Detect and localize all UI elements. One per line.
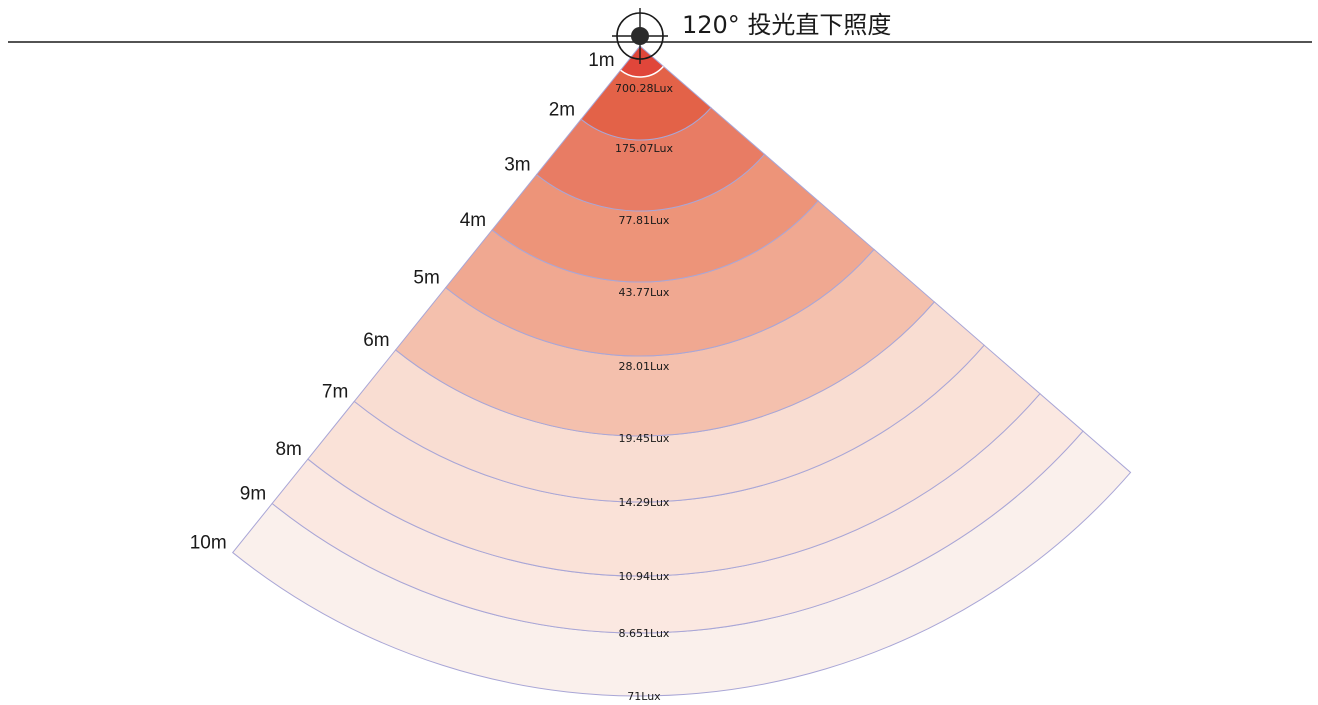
lux-label-6m: 19.45Lux	[619, 432, 670, 445]
distance-label-8m: 8m	[275, 439, 301, 460]
lux-label-9m: 8.651Lux	[619, 627, 670, 640]
distance-label-7m: 7m	[322, 381, 348, 402]
lux-label-5m: 28.01Lux	[619, 360, 670, 373]
distance-label-2m: 2m	[549, 99, 575, 120]
distance-label-6m: 6m	[363, 330, 389, 351]
lux-label-2m: 175.07Lux	[615, 142, 673, 155]
lux-label-4m: 43.77Lux	[619, 286, 670, 299]
diagram-title: 120° 投光直下照度	[682, 11, 891, 39]
distance-label-3m: 3m	[504, 155, 530, 176]
distance-label-4m: 4m	[460, 210, 486, 231]
lux-label-1m: 700.28Lux	[615, 82, 673, 95]
distance-label-9m: 9m	[240, 484, 266, 505]
ring-1m-highlight	[620, 65, 664, 78]
lux-label-3m: 77.81Lux	[619, 214, 670, 227]
lux-label-10m: 71Lux	[627, 690, 661, 703]
lux-label-8m: 10.94Lux	[619, 570, 670, 583]
distance-label-5m: 5m	[413, 268, 439, 289]
light-source-crosshair-icon	[612, 8, 668, 64]
distance-label-10m: 10m	[190, 533, 227, 554]
illuminance-rings	[232, 45, 1132, 697]
distance-label-1m: 1m	[588, 50, 614, 71]
lux-label-7m: 14.29Lux	[619, 496, 670, 509]
